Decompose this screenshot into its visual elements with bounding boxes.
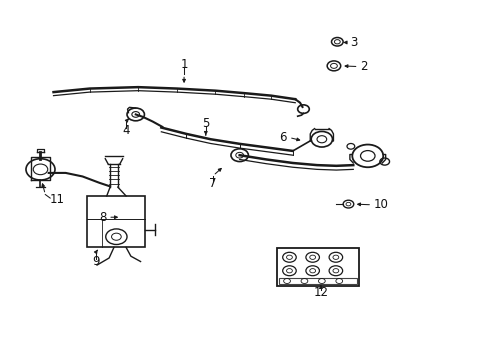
Text: 9: 9 — [92, 255, 99, 268]
Text: 11: 11 — [50, 193, 65, 206]
Text: 12: 12 — [313, 286, 328, 299]
Text: 8: 8 — [99, 211, 106, 224]
Text: 2: 2 — [360, 60, 367, 73]
Text: 10: 10 — [373, 198, 388, 211]
Text: 5: 5 — [202, 117, 209, 130]
Text: 1: 1 — [180, 58, 187, 71]
Text: 6: 6 — [279, 131, 286, 144]
Text: 7: 7 — [209, 177, 216, 190]
Text: 4: 4 — [122, 124, 129, 137]
Text: 3: 3 — [349, 36, 357, 49]
Bar — [279, 278, 356, 284]
